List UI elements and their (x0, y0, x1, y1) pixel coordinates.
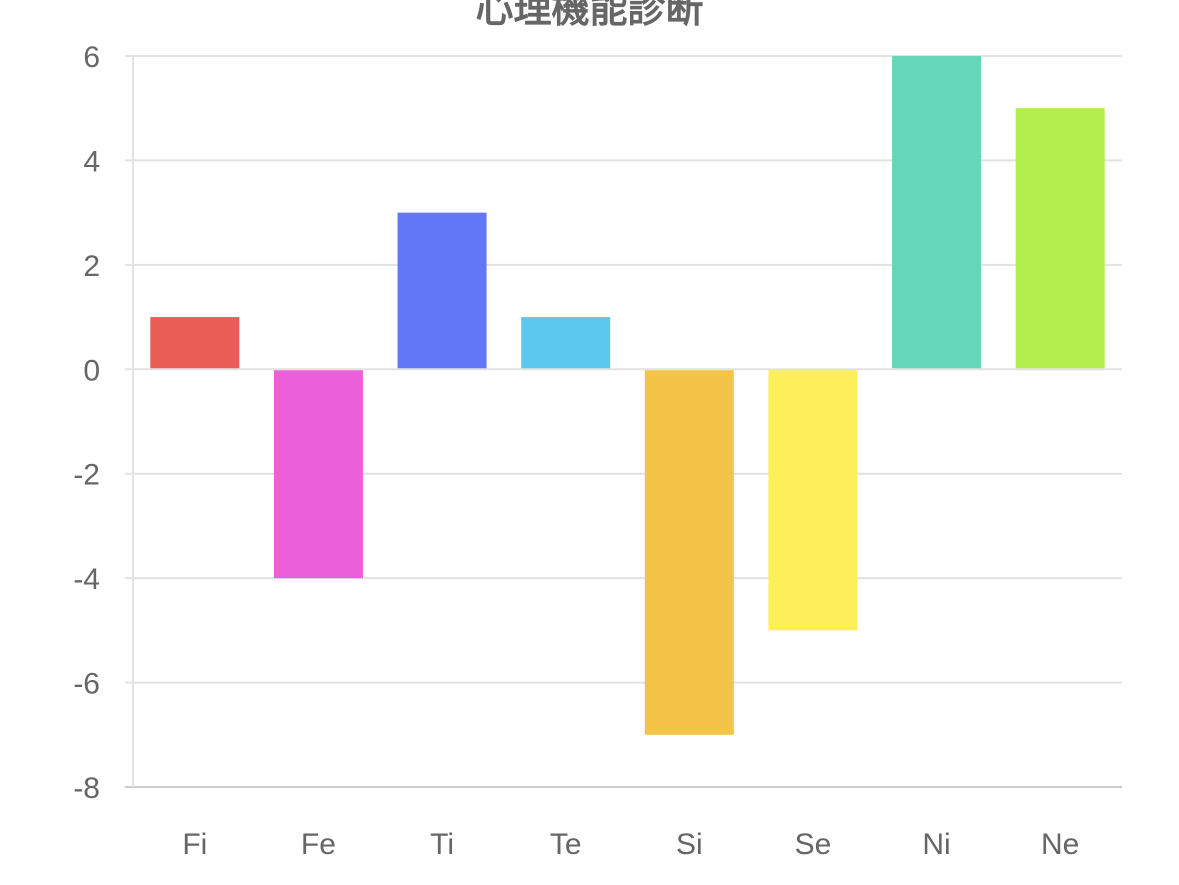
x-tick-label: Se (795, 828, 832, 861)
x-tick-label: Ni (922, 828, 950, 861)
y-tick-label: -6 (73, 668, 100, 701)
bar-se (768, 370, 858, 631)
y-tick-label: 0 (83, 354, 100, 387)
chart-title: 心理機能診断 (475, 0, 704, 31)
bar-ni (892, 56, 982, 369)
y-tick-label: -4 (73, 563, 100, 596)
bar-si (644, 370, 734, 735)
y-tick-label: 6 (83, 41, 100, 74)
x-tick-label: Fi (182, 828, 207, 861)
x-tick-label: Si (676, 828, 703, 861)
bar-te (521, 317, 611, 369)
x-tick-label: Ti (430, 828, 454, 861)
bar-fi (150, 317, 240, 369)
y-tick-label: -8 (73, 772, 100, 805)
bar-ne (1015, 108, 1105, 369)
x-tick-label: Te (550, 828, 582, 861)
bar-ti (397, 212, 487, 369)
bar-fe (273, 370, 363, 579)
y-tick-label: 2 (83, 250, 100, 283)
x-tick-label: Ne (1041, 828, 1079, 861)
y-tick-label: -2 (73, 459, 100, 492)
x-tick-label: Fe (301, 828, 336, 861)
y-tick-label: 4 (83, 145, 100, 178)
